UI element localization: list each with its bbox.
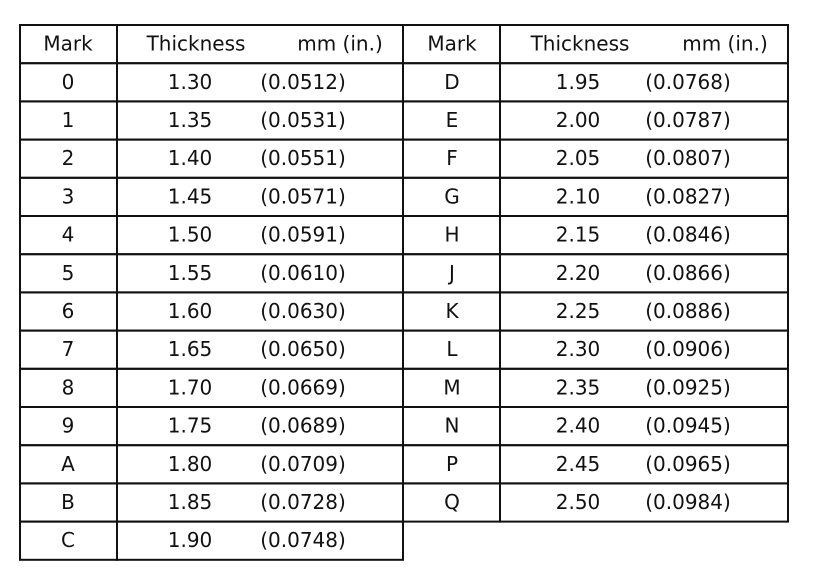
thickness-in: (0.0846): [645, 223, 731, 247]
thickness-in: (0.0669): [260, 375, 346, 399]
thickness-mm: 2.50: [556, 490, 601, 514]
mark: B: [61, 490, 75, 514]
cell: [499, 291, 789, 332]
cell: [499, 215, 789, 256]
thickness-mm: 1.75: [168, 414, 213, 438]
thickness-mm: 2.00: [556, 108, 601, 132]
thickness-mm: 1.95: [556, 70, 601, 94]
cell: [499, 100, 789, 141]
thickness-mm: 2.30: [556, 337, 601, 361]
cell: [499, 367, 789, 408]
thickness-mm: 1.50: [168, 223, 213, 247]
mark: 7: [62, 337, 75, 361]
header-thickness: Thickness: [146, 32, 246, 56]
mark: L: [446, 337, 458, 361]
thickness-in: (0.0984): [645, 490, 731, 514]
thickness-in: (0.0591): [260, 223, 346, 247]
thickness-mm: 2.25: [556, 299, 601, 323]
thickness-in: (0.0630): [260, 299, 346, 323]
thickness-mm: 2.20: [556, 261, 601, 285]
mark: K: [445, 299, 459, 323]
mark: M: [443, 375, 460, 399]
cell: [499, 138, 789, 179]
thickness-mm: 1.45: [168, 184, 213, 208]
thickness-mm: 1.70: [168, 375, 213, 399]
cell: [499, 329, 789, 370]
cell: [499, 444, 789, 485]
thickness-in: (0.0512): [260, 70, 346, 94]
mark: Q: [444, 490, 460, 514]
thickness-in: (0.0748): [260, 528, 346, 552]
thickness-in: (0.0650): [260, 337, 346, 361]
thickness-in: (0.0531): [260, 108, 346, 132]
header-unit: mm (in.): [297, 32, 383, 56]
header-mark: Mark: [427, 32, 477, 56]
thickness-mm: 1.80: [168, 452, 213, 476]
mark: 3: [62, 184, 75, 208]
mark: G: [444, 184, 460, 208]
mark: F: [446, 146, 458, 170]
thickness-mm: 1.65: [168, 337, 213, 361]
mark: A: [61, 452, 75, 476]
thickness-mm: 2.05: [556, 146, 601, 170]
mark: C: [61, 528, 75, 552]
thickness-mm: 1.90: [168, 528, 213, 552]
thickness-in: (0.0807): [645, 146, 731, 170]
thickness-in: (0.0965): [645, 452, 731, 476]
thickness-in: (0.0945): [645, 414, 731, 438]
cell: [499, 406, 789, 447]
thickness-mm: 1.30: [168, 70, 213, 94]
mark: 6: [62, 299, 75, 323]
thickness-in: (0.0827): [645, 184, 731, 208]
header-mark: Mark: [43, 32, 93, 56]
thickness-mm: 1.85: [168, 490, 213, 514]
thickness-in: (0.0551): [260, 146, 346, 170]
thickness-in: (0.0866): [645, 261, 731, 285]
thickness-mm: 1.55: [168, 261, 213, 285]
thickness-mm: 2.40: [556, 414, 601, 438]
thickness-in: (0.0906): [645, 337, 731, 361]
mark: P: [446, 452, 458, 476]
thickness-mm: 1.35: [168, 108, 213, 132]
thickness-in: (0.0787): [645, 108, 731, 132]
thickness-mm: 2.15: [556, 223, 601, 247]
mark: N: [445, 414, 460, 438]
mark: 0: [62, 70, 75, 94]
thickness-in: (0.0610): [260, 261, 346, 285]
cell: [499, 176, 789, 218]
cell: [499, 253, 789, 294]
thickness-mm: 2.10: [556, 184, 601, 208]
mark: D: [444, 70, 459, 94]
thickness-mm: 2.35: [556, 375, 601, 399]
mark: 1: [62, 108, 75, 132]
mark: 8: [62, 375, 75, 399]
thickness-in: (0.0709): [260, 452, 346, 476]
thickness-mm: 1.40: [168, 146, 213, 170]
mark: J: [447, 261, 455, 285]
thickness-in: (0.0571): [260, 184, 346, 208]
mark: 5: [62, 261, 75, 285]
thickness-in: (0.0728): [260, 490, 346, 514]
thickness-in: (0.0925): [645, 375, 731, 399]
mark: H: [444, 223, 459, 247]
mark: 2: [62, 146, 75, 170]
thickness-mm: 1.60: [168, 299, 213, 323]
thickness-in: (0.0689): [260, 414, 346, 438]
mark: 9: [62, 414, 75, 438]
cell: [116, 520, 404, 561]
header-unit: mm (in.): [682, 32, 768, 56]
thickness-in: (0.0768): [645, 70, 731, 94]
cell: [499, 482, 789, 523]
thickness-in: (0.0886): [645, 299, 731, 323]
header-thickness: Thickness: [530, 32, 630, 56]
mark: 4: [62, 223, 75, 247]
thickness-mm: 2.45: [556, 452, 601, 476]
mark: E: [446, 108, 459, 132]
cell: [499, 62, 789, 103]
